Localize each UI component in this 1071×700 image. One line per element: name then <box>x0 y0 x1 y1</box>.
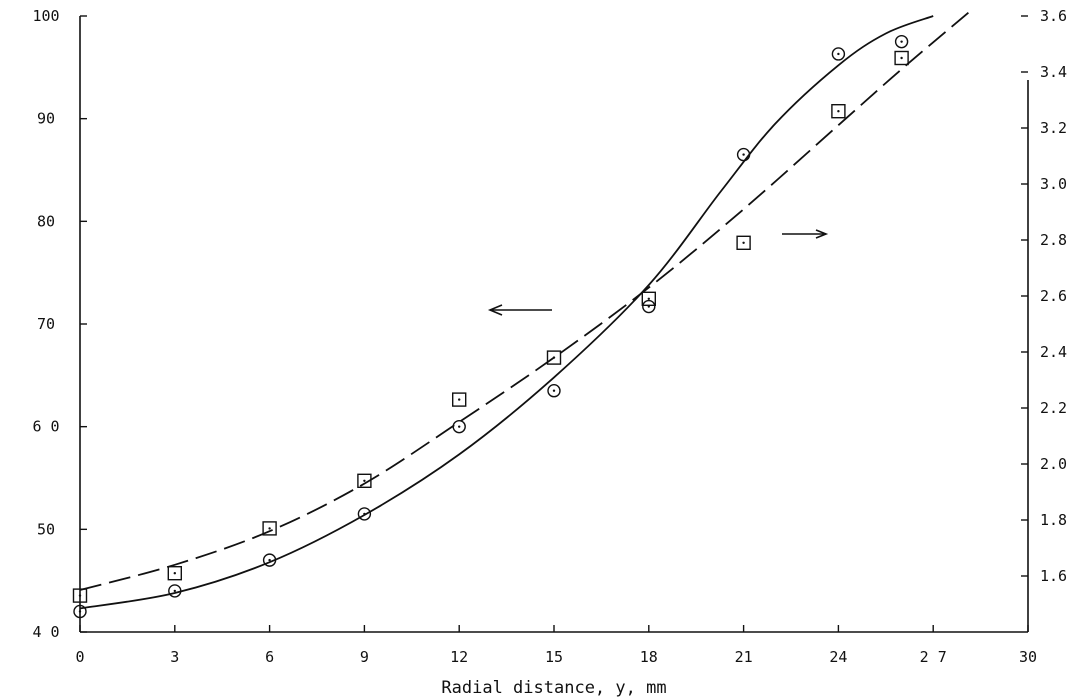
y-tick-label: 100 <box>32 7 59 25</box>
y2-tick-label: 2.2 <box>1040 399 1067 417</box>
circle-data-point <box>894 34 909 49</box>
x-axis-title: Radial distance, y, mm <box>441 678 666 698</box>
markers <box>72 34 909 619</box>
square-data-point <box>452 392 467 407</box>
circle-data-point <box>73 604 87 619</box>
circle-data-point <box>452 419 466 434</box>
circle-data-point <box>262 553 277 567</box>
square-data-point <box>357 473 372 488</box>
y2-tick-label: 2.6 <box>1040 287 1067 305</box>
circle-data-point <box>831 47 846 61</box>
x-tick-label: 30 <box>1019 648 1037 666</box>
y-tick-label: 4 0 <box>32 623 59 641</box>
y2-tick-label: 1.8 <box>1040 511 1067 529</box>
y-tick-label: 80 <box>37 212 55 230</box>
y2-tick-label: 2.4 <box>1040 343 1067 361</box>
fit-curve-left-axis <box>79 15 934 610</box>
x-tick-label: 18 <box>640 648 658 666</box>
x-tick-label: 0 <box>75 648 84 666</box>
square-data-point <box>72 588 88 603</box>
square-data-point <box>546 350 562 365</box>
circle-data-point <box>357 507 372 521</box>
y2-tick-label: 2.0 <box>1040 455 1067 473</box>
y2-tick-label: 3.6 <box>1040 7 1067 25</box>
x-tick-label: 3 <box>170 648 179 666</box>
ticks: 0 3 6 9 12 15 18 21 24 2 7 30 4 0 50 6 0 70 80 90 100 1.6 1… <box>32 7 1067 666</box>
y-tick-label: 70 <box>37 315 55 333</box>
square-data-point <box>831 103 846 119</box>
x-tick-label: 2 7 <box>920 648 947 666</box>
square-data-point <box>736 235 751 251</box>
circle-data-point <box>736 147 751 162</box>
x-tick-label: 15 <box>545 648 563 666</box>
square-data-point <box>262 521 277 536</box>
left-axis-arrow <box>487 304 552 316</box>
x-tick-label: 24 <box>829 648 847 666</box>
fit-curve-right-axis <box>79 9 972 591</box>
right-axis-arrow <box>782 229 829 239</box>
y2-tick-label: 2.8 <box>1040 231 1067 249</box>
square-data-point <box>641 291 656 306</box>
square-data-point <box>167 566 183 581</box>
circle-data-point <box>642 299 656 314</box>
y2-tick-label: 3.2 <box>1040 119 1067 137</box>
y-tick-label: 90 <box>37 110 55 128</box>
y-tick-label: 50 <box>37 520 55 538</box>
axes <box>79 16 1029 633</box>
y2-tick-label: 1.6 <box>1040 567 1067 585</box>
y2-tick-label: 3.0 <box>1040 175 1067 193</box>
y2-tick-label: 3.4 <box>1040 63 1067 81</box>
annotations <box>487 229 829 316</box>
x-tick-label: 21 <box>735 648 753 666</box>
circle-data-point <box>168 584 182 598</box>
x-tick-label: 12 <box>450 648 468 666</box>
x-tick-label: 9 <box>360 648 369 666</box>
circle-data-point <box>547 384 561 398</box>
y-tick-label: 6 0 <box>32 418 59 436</box>
square-data-point <box>894 50 909 66</box>
x-tick-label: 6 <box>265 648 274 666</box>
